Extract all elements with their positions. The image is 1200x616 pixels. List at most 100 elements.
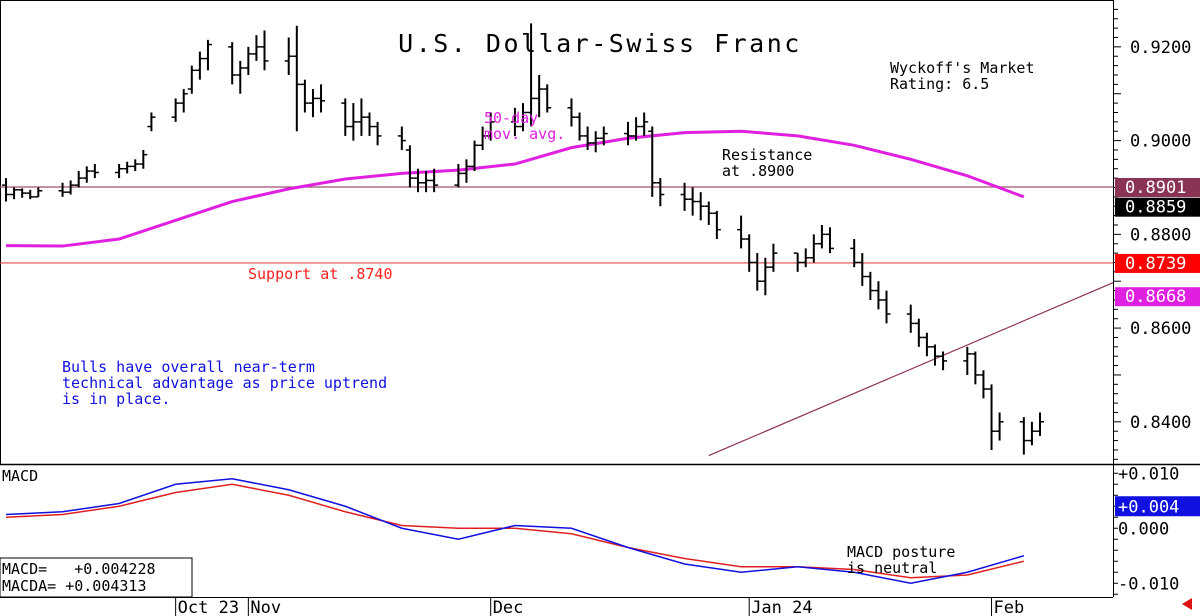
ohlc-bar xyxy=(995,412,1004,441)
ohlc-bar xyxy=(939,351,948,371)
resistance-label-1: Resistance xyxy=(722,146,812,164)
ohlc-bar xyxy=(527,23,536,127)
ohlc-bar xyxy=(866,271,875,300)
ohlc-bar xyxy=(979,370,988,399)
ohlc-bar xyxy=(131,159,140,172)
ohlc-bar xyxy=(599,126,608,146)
ohlc-bar xyxy=(1027,421,1036,446)
ohlc-bar xyxy=(10,187,19,200)
macd-lines xyxy=(5,477,1025,585)
ohlc-bar xyxy=(882,290,891,324)
ohlc-bar xyxy=(624,121,633,146)
last-level-label: 0.8859 xyxy=(1125,198,1186,218)
scroll-left-arrow-icon[interactable] xyxy=(1182,598,1192,610)
ohlc-bar xyxy=(567,98,576,127)
date-label: Dec xyxy=(493,598,524,616)
ohlc-bar xyxy=(1019,417,1028,455)
date-label: Oct 23 xyxy=(178,598,239,616)
price-tick-label: 0.8600 xyxy=(1130,319,1191,339)
moving-average-line xyxy=(5,129,1025,248)
ohlc-bar xyxy=(317,84,326,113)
ohlc-bar xyxy=(422,171,431,193)
ohlc-bar xyxy=(922,332,931,357)
resistance-label-2: at .8900 xyxy=(722,162,794,180)
ohlc-bar xyxy=(397,126,406,150)
macd-note-2: is neutral xyxy=(847,559,937,577)
ohlc-bar xyxy=(648,126,657,197)
ohlc-bar xyxy=(365,112,374,136)
macd-tick-label: -0.010 xyxy=(1118,574,1179,594)
ohlc-bar xyxy=(349,103,358,141)
date-label: Nov xyxy=(250,598,281,616)
macd-line xyxy=(5,477,1025,585)
date-label: Feb xyxy=(994,598,1025,616)
ohlc-bar xyxy=(543,84,552,113)
ohlc-bar xyxy=(244,46,253,75)
ohlc-bar xyxy=(825,227,834,254)
ohlc-bar xyxy=(66,180,75,195)
ohlc-bar xyxy=(260,30,269,71)
ohlc-bar xyxy=(753,253,762,291)
chart-title: U.S. Dollar-Swiss Franc xyxy=(398,29,802,58)
ohlc-bar xyxy=(470,140,479,172)
ohlc-bar xyxy=(82,166,91,183)
macd-current-box xyxy=(1115,496,1200,517)
price-tick-label: 0.8800 xyxy=(1130,225,1191,245)
macd-readout: MACD= +0.004228 xyxy=(2,560,156,578)
ohlc-bar xyxy=(914,318,923,347)
ohlc-bar xyxy=(906,304,915,333)
ohlc-bar xyxy=(123,161,132,174)
ohlc-bar xyxy=(90,164,99,179)
ohlc-bar xyxy=(930,344,939,366)
price-tick-label: 0.9200 xyxy=(1130,38,1191,58)
comment-line-1: Bulls have overall near-term xyxy=(62,358,315,376)
macda-readout: MACDA= +0.004313 xyxy=(2,577,147,595)
ohlc-bar xyxy=(171,98,180,122)
ohlc-bar xyxy=(761,257,770,296)
ohlc-bar xyxy=(591,131,600,153)
macda-line xyxy=(5,483,1025,579)
moving-average-level-box xyxy=(1115,287,1200,307)
ohlc-bar xyxy=(858,253,867,286)
price-bars xyxy=(2,23,1044,455)
ohlc-bar xyxy=(139,149,148,169)
support-level-label: 0.8739 xyxy=(1125,254,1186,274)
macd-panel-title: MACD xyxy=(2,467,38,485)
ohlc-bar xyxy=(971,351,980,385)
ohlc-bar xyxy=(688,187,697,216)
support-level-box xyxy=(1115,253,1200,273)
trendline-group xyxy=(708,282,1114,457)
ohlc-bar xyxy=(793,252,802,272)
ohlc-bar xyxy=(413,168,422,193)
ohlc-bar xyxy=(486,112,495,141)
ohlc-bar xyxy=(147,112,156,132)
ohlc-bar xyxy=(228,42,237,85)
macd-note-1: MACD posture xyxy=(847,543,955,561)
ohlc-bar xyxy=(115,164,124,179)
ohlc-bar xyxy=(510,107,519,136)
ohlc-bar xyxy=(696,192,705,221)
rating-line-1: Wyckoff's Market xyxy=(890,59,1035,77)
ohlc-bar xyxy=(640,112,649,136)
ohlc-bar xyxy=(850,239,859,268)
ohlc-bar xyxy=(454,164,463,188)
ohlc-bar xyxy=(236,60,245,94)
ohlc-bar xyxy=(519,103,527,132)
macd-tick-label: +0.010 xyxy=(1118,464,1179,484)
ohlc-bar xyxy=(632,117,641,141)
resistance-level-label: 0.8901 xyxy=(1125,178,1186,198)
ohlc-bar xyxy=(462,159,471,183)
uptrend-line xyxy=(708,282,1114,457)
ohlc-bar xyxy=(801,248,810,268)
price-tick-label: 0.8400 xyxy=(1130,413,1191,433)
ohlc-bar xyxy=(373,121,382,146)
rating-line-2: Rating: 6.5 xyxy=(890,75,989,93)
support-label: Support at .8740 xyxy=(248,265,393,283)
ohlc-bar xyxy=(987,384,996,450)
ohlc-bar xyxy=(809,234,818,263)
moving-average-group xyxy=(5,129,1025,248)
ohlc-bar xyxy=(341,98,350,136)
ohlc-bar xyxy=(704,201,713,225)
